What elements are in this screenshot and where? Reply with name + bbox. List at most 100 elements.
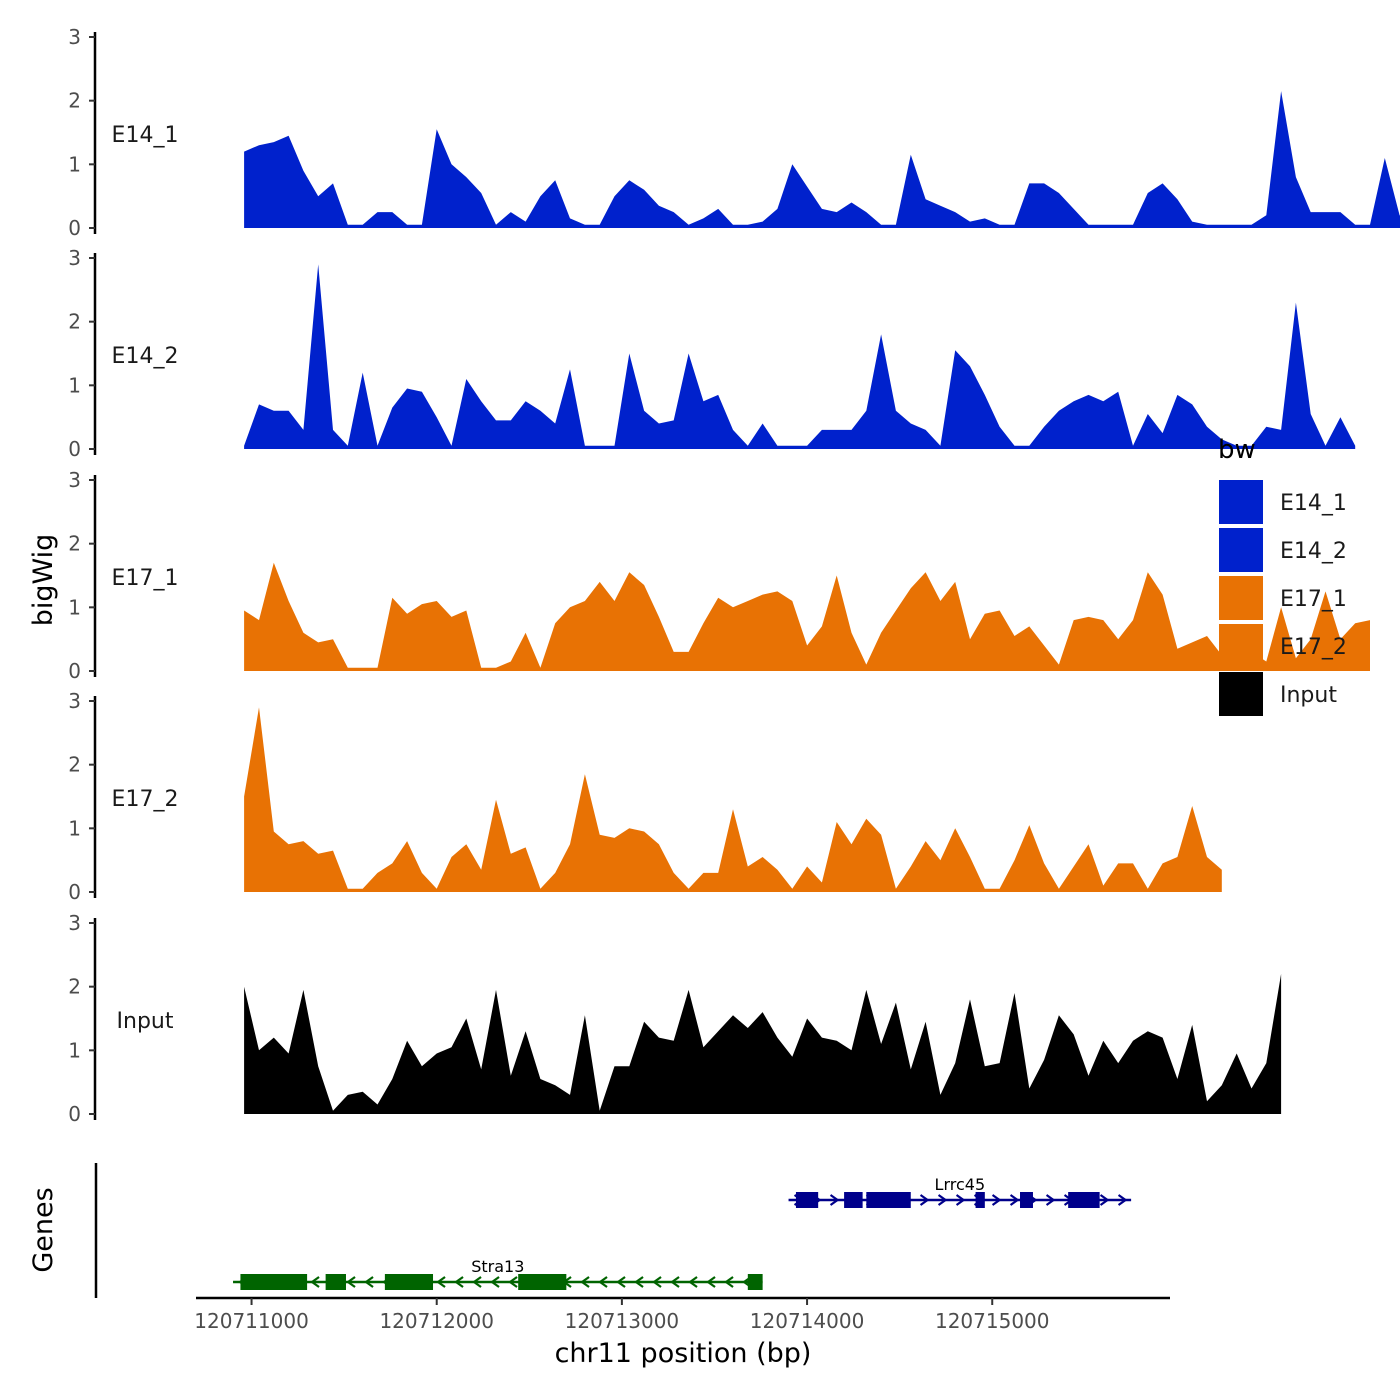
y-tick-label: 3 bbox=[68, 246, 81, 270]
legend-label: Input bbox=[1280, 683, 1337, 708]
legend-swatch bbox=[1219, 624, 1263, 668]
legend-label: E17_1 bbox=[1280, 587, 1347, 612]
gene-exon bbox=[240, 1274, 308, 1290]
coverage-area-e17-2 bbox=[244, 707, 1222, 892]
y-tick-label: 1 bbox=[68, 1038, 81, 1062]
strand-arrow bbox=[937, 1194, 948, 1206]
gene-lrrc45: Lrrc45 bbox=[788, 1175, 1132, 1208]
legend: bw E14_1 E14_2 E17_1 E17_2 Input bbox=[1218, 435, 1347, 716]
y-tick-label: 2 bbox=[68, 310, 81, 334]
strand-arrow bbox=[1045, 1194, 1056, 1206]
legend-label: E14_2 bbox=[1280, 539, 1347, 564]
y-tick-label: 1 bbox=[68, 595, 81, 619]
gene-exon bbox=[384, 1274, 434, 1290]
strand-arrow bbox=[955, 1194, 966, 1206]
gene-exon bbox=[1020, 1192, 1033, 1208]
x-tick-label: 120713000 bbox=[565, 1309, 680, 1333]
strand-arrow bbox=[688, 1276, 698, 1288]
legend-swatch bbox=[1219, 528, 1263, 572]
strand-arrow bbox=[829, 1194, 840, 1206]
strand-arrow bbox=[1099, 1194, 1110, 1206]
y-tick-label: 2 bbox=[68, 753, 81, 777]
strand-arrow bbox=[598, 1276, 608, 1288]
strand-arrow bbox=[454, 1276, 464, 1288]
x-tick-label: 120712000 bbox=[379, 1309, 494, 1333]
strand-arrow bbox=[1009, 1194, 1020, 1206]
track-e17-2: 0 1 2 3 E17_2 bbox=[68, 689, 1222, 904]
gene-exon bbox=[975, 1192, 985, 1208]
legend-item-e17-2: E17_2 bbox=[1219, 624, 1347, 668]
legend-swatch bbox=[1219, 480, 1263, 524]
legend-swatch bbox=[1219, 576, 1263, 620]
coverage-area-e14-2 bbox=[244, 264, 1356, 449]
strand-arrow bbox=[652, 1276, 662, 1288]
strand-arrow bbox=[580, 1276, 590, 1288]
y-tick-label: 1 bbox=[68, 373, 81, 397]
y-tick-label: 3 bbox=[68, 911, 81, 935]
strand-arrow bbox=[634, 1276, 644, 1288]
y-tick-label: 3 bbox=[68, 25, 81, 49]
y-tick-label: 1 bbox=[68, 816, 81, 840]
legend-item-e14-1: E14_1 bbox=[1219, 480, 1347, 524]
gene-exon bbox=[844, 1192, 863, 1208]
strand-arrow bbox=[490, 1276, 500, 1288]
gene-exon bbox=[866, 1192, 911, 1208]
strand-arrow bbox=[508, 1276, 518, 1288]
genes-panel-title: Genes bbox=[28, 1187, 59, 1272]
strand-arrow bbox=[616, 1276, 626, 1288]
x-axis: 120711000 120712000 120713000 120714000 1207… bbox=[194, 1296, 1170, 1333]
strand-arrow bbox=[919, 1194, 930, 1206]
y-tick-label: 0 bbox=[68, 880, 81, 904]
y-tick-label: 3 bbox=[68, 689, 81, 713]
gene-label: Stra13 bbox=[471, 1257, 524, 1276]
gene-exon bbox=[518, 1274, 567, 1290]
legend-item-e17-1: E17_1 bbox=[1219, 576, 1347, 620]
tracks-layer: 0 1 2 3 E14_1 0 1 2 3 E14_2 0 1 2 3 E17_1 0 1 2 3 E17_2 0 1 2 3… bbox=[68, 25, 1400, 1126]
track-label: E17_2 bbox=[112, 787, 179, 812]
track-label: Input bbox=[117, 1009, 174, 1034]
x-tick-label: 120711000 bbox=[194, 1309, 309, 1333]
y-tick-label: 2 bbox=[68, 532, 81, 556]
legend-item-e14-2: E14_2 bbox=[1219, 528, 1347, 572]
x-axis-title: chr11 position (bp) bbox=[555, 1338, 812, 1369]
track-e17-1: 0 1 2 3 E17_1 bbox=[68, 468, 1371, 683]
strand-arrow bbox=[724, 1276, 734, 1288]
legend-item-input: Input bbox=[1219, 672, 1337, 716]
gene-exon bbox=[1068, 1192, 1100, 1208]
coverage-area-input bbox=[244, 973, 1282, 1114]
strand-arrow bbox=[991, 1194, 1002, 1206]
strand-arrow bbox=[1117, 1194, 1128, 1206]
coverage-area-e14-1 bbox=[244, 91, 1400, 228]
legend-label: E14_1 bbox=[1280, 491, 1347, 516]
coverage-area-e17-1 bbox=[244, 562, 1371, 671]
strand-arrow bbox=[364, 1276, 374, 1288]
x-tick-label: 120715000 bbox=[935, 1309, 1050, 1333]
legend-label: E17_2 bbox=[1280, 635, 1347, 660]
y-tick-label: 2 bbox=[68, 975, 81, 999]
legend-swatch bbox=[1219, 672, 1263, 716]
gene-exon bbox=[795, 1192, 819, 1208]
track-e14-1: 0 1 2 3 E14_1 bbox=[68, 25, 1400, 240]
y-tick-label: 0 bbox=[68, 216, 81, 240]
track-label: E14_2 bbox=[112, 344, 179, 369]
track-e14-2: 0 1 2 3 E14_2 bbox=[68, 246, 1356, 461]
strand-arrow bbox=[670, 1276, 680, 1288]
y-tick-label: 0 bbox=[68, 659, 81, 683]
y-tick-label: 2 bbox=[68, 89, 81, 113]
track-label: E17_1 bbox=[112, 566, 179, 591]
track-label: E14_1 bbox=[112, 123, 179, 148]
strand-arrow bbox=[706, 1276, 716, 1288]
legend-title: bw bbox=[1218, 435, 1256, 465]
gene-exon bbox=[747, 1274, 763, 1290]
gene-exon bbox=[325, 1274, 346, 1290]
gene-stra13: Stra13 bbox=[233, 1257, 763, 1290]
y-tick-label: 1 bbox=[68, 152, 81, 176]
genes-panel: Genes Lrrc45 Stra13 bbox=[28, 1163, 1132, 1298]
y-tick-label: 0 bbox=[68, 1102, 81, 1126]
strand-arrow bbox=[436, 1276, 446, 1288]
y-tick-label: 3 bbox=[68, 468, 81, 492]
strand-arrow bbox=[310, 1276, 320, 1288]
x-tick-label: 120714000 bbox=[750, 1309, 865, 1333]
strand-arrow bbox=[472, 1276, 482, 1288]
track-input: 0 1 2 3 Input bbox=[68, 911, 1282, 1126]
